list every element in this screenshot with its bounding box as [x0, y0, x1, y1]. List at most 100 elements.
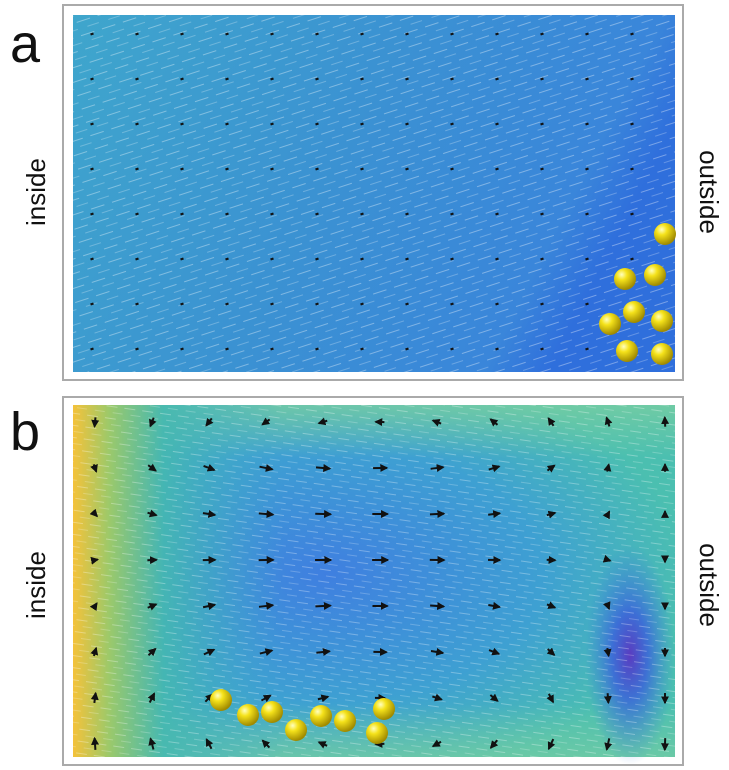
vector-arrow [450, 122, 454, 126]
vector-arrow [405, 167, 409, 171]
vector-arrow [489, 418, 499, 427]
particle [237, 704, 259, 726]
particle [651, 310, 673, 332]
vector-arrow [147, 463, 157, 472]
vector-arrow [90, 32, 94, 36]
vector-arrow [585, 77, 589, 81]
vector-arrow [360, 302, 364, 306]
vector-arrow [450, 347, 454, 351]
vector-arrow [585, 302, 589, 306]
vector-arrow [135, 302, 139, 306]
vector-arrow [405, 212, 409, 216]
vector-arrow [147, 509, 158, 518]
vector-arrow [405, 302, 409, 306]
vector-arrow [495, 257, 499, 261]
vector-arrow [90, 463, 98, 473]
vector-arrow [360, 257, 364, 261]
particle [285, 719, 307, 741]
vector-arrow [270, 347, 274, 351]
vector-field [89, 415, 670, 752]
vector-arrow [405, 122, 409, 126]
particle [644, 264, 666, 286]
vector-arrow [360, 77, 364, 81]
vector-arrow [603, 693, 612, 705]
vector-arrow [360, 32, 364, 36]
vector-arrow [360, 347, 364, 351]
vector-arrow [270, 167, 274, 171]
vector-arrow [225, 167, 229, 171]
vector-arrow [315, 347, 319, 351]
vector-arrow [540, 167, 544, 171]
vector-arrow [270, 212, 274, 216]
vector-arrow [450, 77, 454, 81]
vector-arrow [405, 77, 409, 81]
vector-arrow [540, 212, 544, 216]
vector-arrow [225, 347, 229, 351]
vector-arrow [89, 602, 98, 612]
vector-arrow [315, 32, 319, 36]
vector-arrow [315, 122, 319, 126]
vector-arrow [225, 122, 229, 126]
vector-field [90, 32, 634, 351]
vector-arrow [135, 32, 139, 36]
vector-arrow [90, 691, 99, 704]
side-label: outside [694, 150, 724, 234]
vector-arrow [546, 510, 557, 519]
vector-arrow [91, 417, 100, 428]
vector-arrow [431, 739, 442, 748]
vector-arrow [489, 739, 499, 749]
vector-arrow [258, 510, 275, 519]
vector-arrow [405, 32, 409, 36]
vector-arrow [135, 122, 139, 126]
vector-arrow [405, 257, 409, 261]
vector-arrow [225, 302, 229, 306]
vector-arrow [488, 510, 502, 519]
vector-arrow [495, 167, 499, 171]
vector-arrow [547, 738, 556, 751]
vector-arrow [180, 32, 184, 36]
vector-arrow [430, 602, 446, 611]
vector-arrow [135, 347, 139, 351]
vector-arrow [135, 212, 139, 216]
particles [599, 223, 676, 365]
vector-arrow [495, 302, 499, 306]
vector-arrow [602, 554, 612, 563]
vector-arrow [429, 509, 446, 518]
vector-arrow [203, 648, 216, 657]
vector-arrow [316, 648, 331, 656]
vector-arrow [180, 347, 184, 351]
vector-arrow [546, 693, 555, 704]
vector-arrow [315, 464, 332, 473]
vector-arrow [315, 212, 319, 216]
vector-arrow [604, 416, 613, 427]
vector-arrow [148, 737, 157, 750]
vector-arrow [540, 32, 544, 36]
vector-arrow [450, 257, 454, 261]
vector-arrow [147, 647, 157, 657]
particle [651, 343, 673, 365]
vector-arrow [225, 32, 229, 36]
vector-arrow [585, 257, 589, 261]
particle [623, 301, 645, 323]
particle [310, 705, 332, 727]
vector-arrow [270, 77, 274, 81]
vector-arrow [450, 212, 454, 216]
vector-arrow [317, 694, 330, 703]
vector-arrow [630, 32, 634, 36]
vector-arrow [90, 646, 99, 657]
vector-arrow [258, 601, 275, 610]
vector-arrow [540, 347, 544, 351]
vector-arrow [270, 257, 274, 261]
vector-arrow [602, 601, 611, 611]
vector-arrow [180, 167, 184, 171]
particles [210, 689, 395, 744]
side-label: outside [694, 543, 724, 627]
vector-arrow [147, 692, 156, 703]
vector-arrow [488, 647, 501, 656]
vector-arrow [495, 32, 499, 36]
vector-arrow [90, 347, 94, 351]
vector-arrow [495, 347, 499, 351]
vector-arrow [603, 647, 612, 658]
vector-arrow [261, 417, 271, 426]
